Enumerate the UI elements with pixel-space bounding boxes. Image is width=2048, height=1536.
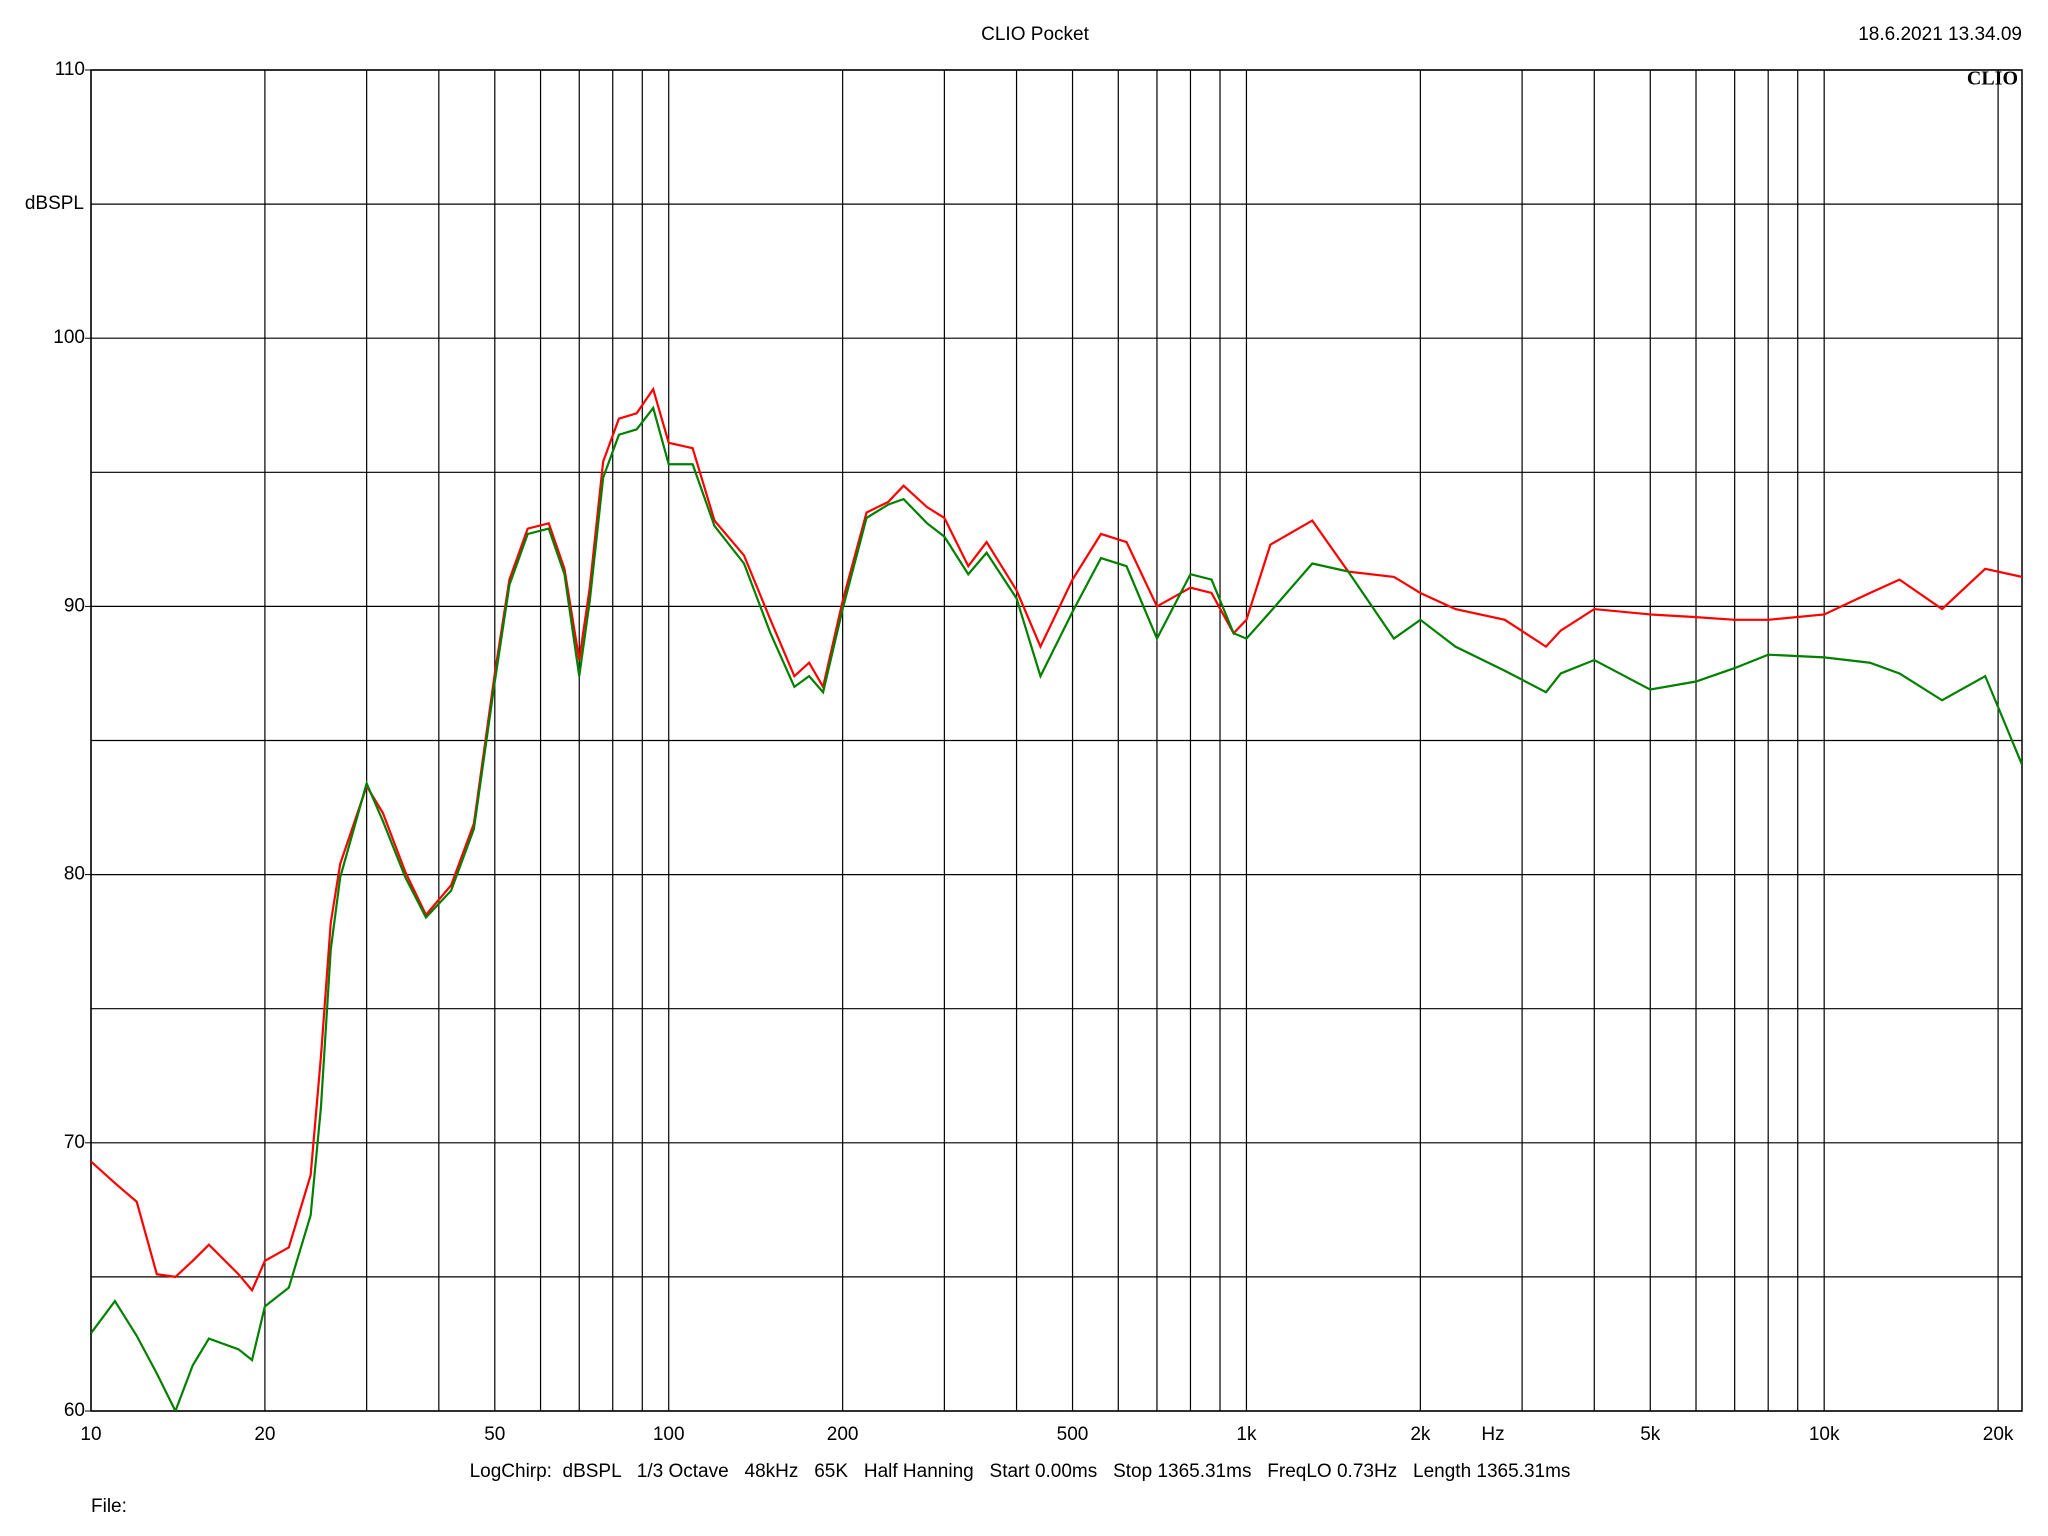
x-tick-label: 5k [1640, 1424, 1661, 1445]
x-tick-label: 20 [254, 1424, 275, 1445]
file-label: File: [91, 1496, 127, 1517]
logo: CLIO [1967, 68, 2018, 90]
footer: LogChirp: dBSPL 1/3 Octave 48kHz 65K Hal… [470, 1461, 1571, 1482]
series-line [91, 405, 2022, 1411]
x-tick-label: 100 [653, 1424, 685, 1445]
x-tick-label: 500 [1057, 1424, 1089, 1445]
x-tick-label: 10 [80, 1424, 101, 1445]
y-tick-label: 90 [64, 595, 85, 616]
x-tick-label: 20k [1983, 1424, 2014, 1445]
y-tick-label: 100 [53, 327, 85, 348]
x-tick-label: 1k [1236, 1424, 1257, 1445]
chart-title: CLIO Pocket [981, 24, 1089, 45]
x-tick-label: 200 [827, 1424, 859, 1445]
y-tick-label: 80 [64, 864, 85, 885]
y-tick-label: 60 [64, 1400, 85, 1421]
series-line [91, 386, 2022, 1293]
y-tick-label: 110 [55, 59, 85, 80]
x-tick-label: 2k [1410, 1424, 1431, 1445]
x-tick-label: 50 [484, 1424, 505, 1445]
x-tick-label: 10k [1809, 1424, 1840, 1445]
timestamp: 18.6.2021 13.34.09 [1858, 24, 2022, 45]
x-axis-label: Hz [1481, 1424, 1504, 1445]
y-axis-label: dBSPL [25, 193, 84, 214]
y-tick-label: 70 [64, 1132, 85, 1153]
